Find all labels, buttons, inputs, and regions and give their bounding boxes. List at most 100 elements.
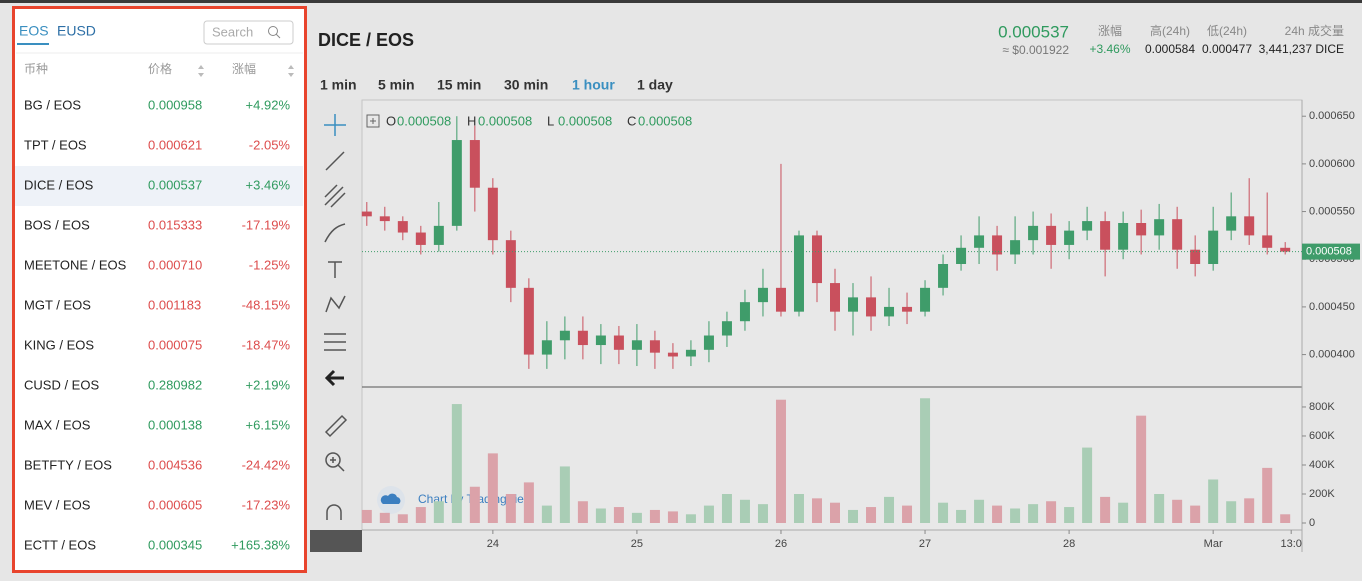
pair-change[interactable]: -2.05% — [249, 137, 291, 152]
pair-change[interactable]: -48.15% — [242, 297, 291, 312]
pair-name[interactable]: BG / EOS — [24, 97, 81, 112]
zoom-icon[interactable] — [325, 452, 341, 468]
legend-toggle[interactable] — [366, 114, 380, 128]
column-header[interactable]: 涨幅 — [232, 61, 256, 76]
column-header[interactable]: 价格 — [148, 61, 172, 76]
legend-plus — [370, 118, 376, 124]
search-icon — [268, 26, 278, 36]
pair-name[interactable]: MEETONE / EOS — [24, 257, 127, 272]
volume-bar — [757, 504, 768, 523]
pair-change[interactable]: +6.15% — [246, 417, 291, 432]
timeframe-button[interactable]: 1 min — [320, 77, 357, 93]
pair-name[interactable]: BOS / EOS — [24, 217, 90, 232]
x-tick-label: 25 — [631, 538, 643, 550]
pair-change[interactable]: +2.19% — [246, 377, 291, 392]
timeframe-button[interactable]: 5 min — [378, 77, 415, 93]
pair-change[interactable]: +3.46% — [246, 177, 291, 192]
candle-body — [559, 330, 570, 341]
timeframe-button[interactable]: 15 min — [437, 77, 481, 93]
stat-label: 高(24h) — [1150, 23, 1190, 38]
candle-body — [830, 283, 841, 312]
volume-bar — [1280, 514, 1291, 523]
pair-name[interactable]: BETFTY / EOS — [24, 457, 112, 472]
pair-price[interactable]: 0.000605 — [148, 497, 202, 512]
pair-change[interactable]: -24.42% — [242, 457, 291, 472]
sort-icon[interactable] — [198, 65, 204, 77]
pair-name[interactable]: ECTT / EOS — [24, 537, 96, 552]
pair-name[interactable]: KING / EOS — [24, 337, 94, 352]
pair-price[interactable]: 0.000621 — [148, 137, 202, 152]
volume-bar — [667, 511, 678, 523]
toolbar-bottom[interactable] — [310, 530, 362, 552]
back-icon[interactable] — [324, 369, 344, 387]
pair-name[interactable]: MGT / EOS — [24, 297, 91, 312]
volume-bar — [920, 398, 931, 523]
volume-bar — [541, 505, 552, 523]
volume-bar — [703, 505, 714, 523]
pair-change[interactable]: +4.92% — [246, 97, 291, 112]
pair-name[interactable]: MEV / EOS — [24, 497, 91, 512]
toolbar — [310, 100, 362, 552]
candle-body — [757, 287, 768, 303]
volume-bar — [1262, 467, 1273, 523]
pair-change[interactable]: -17.19% — [242, 217, 291, 232]
volume-bar — [451, 404, 462, 523]
y-tick-label: 0.000650 — [1309, 110, 1355, 122]
volume-bar — [469, 486, 480, 523]
volume-bar — [559, 466, 570, 523]
ruler-icon[interactable] — [324, 414, 348, 438]
pair-price[interactable]: 0.000075 — [148, 337, 202, 352]
column-header[interactable]: 币种 — [24, 62, 48, 76]
pair-change[interactable]: -1.25% — [249, 257, 291, 272]
pair-title: DICE / EOS — [318, 30, 414, 50]
pair-price[interactable]: 0.000958 — [148, 97, 202, 112]
candle-body — [361, 211, 372, 217]
tab[interactable]: EOS — [19, 23, 49, 39]
crosshair-icon[interactable] — [324, 114, 346, 136]
fib-icon[interactable] — [324, 184, 346, 208]
pair-change[interactable]: -17.23% — [242, 497, 291, 512]
candle-body — [649, 340, 660, 353]
pair-price[interactable]: 0.000138 — [148, 417, 202, 432]
pair-change[interactable]: +165.38% — [231, 537, 290, 552]
timeframe-button[interactable]: 1 hour — [572, 77, 615, 93]
volume-bar — [415, 507, 426, 523]
candle-body — [667, 352, 678, 357]
pair-change[interactable]: -18.47% — [242, 337, 291, 352]
candle-body — [397, 221, 408, 233]
timeframe-button[interactable]: 30 min — [504, 77, 548, 93]
candle-body — [848, 297, 859, 312]
candle-body — [595, 335, 606, 346]
legend-value: 0.000508 — [478, 113, 532, 128]
candle-body — [938, 264, 949, 288]
text-icon[interactable] — [328, 261, 342, 278]
pair-price[interactable]: 0.000710 — [148, 257, 202, 272]
measure-icon[interactable] — [324, 333, 346, 351]
volume-bar — [487, 453, 498, 523]
pair-price[interactable]: 0.001183 — [148, 297, 201, 312]
trend-icon[interactable] — [325, 151, 345, 171]
sort-icon[interactable] — [288, 65, 294, 77]
timeframe-button[interactable]: 1 day — [637, 77, 673, 93]
pair-price[interactable]: 0.000345 — [148, 537, 202, 552]
legend-value: 0.000508 — [397, 113, 451, 128]
pair-name[interactable]: TPT / EOS — [24, 137, 87, 152]
pair-price[interactable]: 0.015333 — [148, 217, 202, 232]
brush-icon[interactable] — [324, 223, 346, 243]
volume-bar — [1028, 504, 1039, 523]
pair-name[interactable]: MAX / EOS — [24, 417, 91, 432]
magnet-icon[interactable] — [326, 504, 342, 520]
candle-body — [451, 140, 462, 226]
volume-bar — [613, 507, 624, 523]
volume-bar — [866, 507, 877, 523]
pair-name[interactable]: DICE / EOS — [24, 177, 94, 192]
pair-name[interactable]: CUSD / EOS — [24, 377, 99, 392]
pair-price[interactable]: 0.280982 — [148, 377, 202, 392]
stat-value: 3,441,237 DICE — [1259, 42, 1344, 56]
pair-price[interactable]: 0.000537 — [148, 177, 202, 192]
pair-price[interactable]: 0.004536 — [148, 457, 202, 472]
tab[interactable]: EUSD — [57, 23, 96, 39]
candle-body — [379, 216, 390, 222]
candle-body — [1190, 249, 1201, 264]
pattern-icon[interactable] — [325, 295, 346, 313]
